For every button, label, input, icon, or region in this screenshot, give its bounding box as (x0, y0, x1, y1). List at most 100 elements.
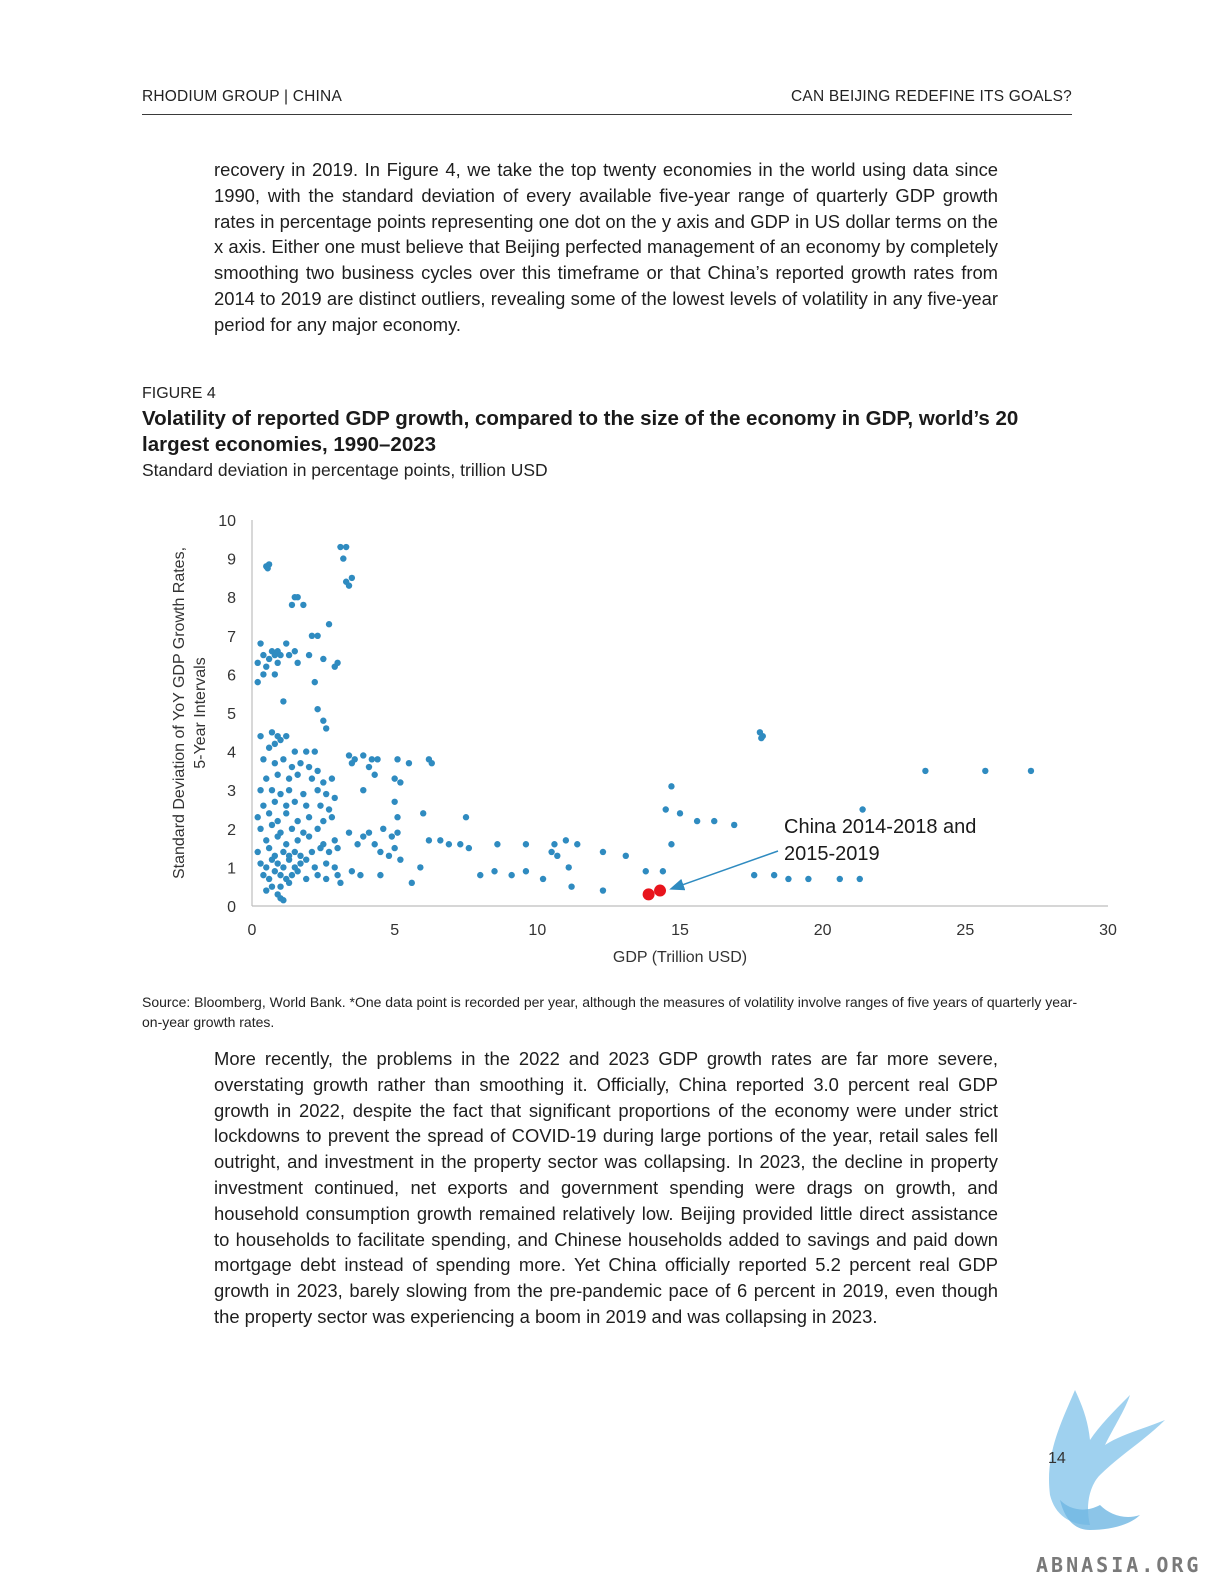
data-point (294, 594, 301, 601)
data-point (277, 651, 284, 659)
data-point (288, 871, 296, 879)
data-point (277, 883, 284, 890)
data-point (294, 771, 301, 778)
chart-annotation: China 2014-2018 and 2015-2019 (669, 816, 976, 891)
data-point (285, 651, 293, 659)
header-right: CAN BEIJING REDEFINE ITS GOALS? (791, 88, 1072, 105)
y-axis-title-line: Standard Deviation of YoY GDP Growth Rat… (171, 547, 188, 879)
data-point (365, 829, 373, 836)
data-point (283, 841, 290, 848)
annotation-arrow (669, 850, 779, 891)
data-point (280, 698, 287, 705)
data-point (280, 864, 287, 871)
y-tick-label: 0 (227, 899, 236, 916)
data-point (283, 640, 290, 647)
chart-axes: 0 5 10 15 20 25 30 0 1 2 3 4 5 6 7 8 9 10 GDP (Trillion US… (171, 513, 1117, 966)
data-point (554, 852, 561, 860)
data-point (288, 601, 296, 609)
data-point (668, 783, 675, 790)
data-point (711, 817, 718, 825)
data-point (391, 775, 398, 782)
data-point (770, 871, 778, 879)
data-point (277, 790, 284, 798)
data-point (574, 841, 581, 848)
data-point (268, 856, 276, 863)
data-point (360, 787, 367, 794)
data-point (280, 756, 287, 763)
data-point (1027, 767, 1035, 775)
data-point (308, 848, 316, 856)
data-point (280, 848, 287, 856)
data-point (257, 640, 264, 647)
data-point (297, 852, 304, 860)
data-point (337, 879, 344, 887)
data-point (345, 752, 353, 759)
data-point (263, 887, 270, 894)
data-point (271, 740, 279, 748)
y-tick-label: 10 (218, 513, 236, 530)
data-point (328, 775, 336, 782)
data-point (377, 848, 384, 856)
data-point (348, 574, 356, 582)
data-point (856, 875, 863, 883)
data-point (280, 897, 287, 904)
data-point (263, 837, 270, 844)
y-tick-label: 4 (227, 745, 236, 762)
data-point (305, 833, 313, 840)
data-point (408, 879, 415, 887)
data-point (642, 868, 649, 875)
data-point (599, 887, 607, 894)
data-point (274, 833, 281, 840)
y-tick-label: 8 (227, 590, 236, 607)
data-point (397, 779, 404, 786)
x-tick-label: 5 (390, 922, 399, 939)
data-point (331, 864, 338, 871)
data-point (539, 875, 547, 883)
data-point (271, 759, 279, 767)
data-point (260, 756, 267, 763)
chart-highlight-points (642, 884, 667, 901)
data-point (568, 883, 575, 890)
data-point (394, 829, 401, 836)
data-point (551, 841, 558, 848)
data-point (294, 817, 301, 825)
data-point (257, 860, 264, 867)
data-point (303, 856, 310, 863)
data-point (263, 864, 270, 871)
data-point (394, 814, 401, 821)
data-point (394, 756, 401, 763)
data-point (254, 678, 261, 686)
data-point (325, 621, 333, 628)
annotation-label: China 2014-2018 and 2015-2019 (784, 816, 976, 865)
y-axis-title-line: 5-Year Intervals (192, 657, 209, 768)
data-point (263, 663, 270, 670)
data-point (548, 848, 555, 856)
y-tick-label: 2 (227, 822, 236, 839)
data-point (437, 837, 444, 844)
data-point (377, 871, 384, 879)
data-point (294, 837, 301, 844)
page-header: RHODIUM GROUP | CHINA CAN BEIJING REDEFI… (142, 88, 1072, 115)
watermark: ABNASIA.ORG (1036, 1553, 1202, 1577)
data-point (303, 748, 310, 755)
data-point (371, 771, 378, 778)
data-point (462, 814, 470, 821)
data-point (322, 875, 330, 883)
y-tick-label: 5 (227, 706, 236, 723)
data-point (317, 844, 324, 852)
data-point (428, 759, 435, 767)
data-point (274, 659, 281, 667)
data-point (562, 837, 570, 844)
data-point (325, 848, 333, 856)
data-point (477, 871, 484, 879)
data-point (836, 875, 843, 883)
y-tick-label: 3 (227, 783, 236, 800)
data-point (291, 798, 298, 805)
data-point (260, 871, 267, 879)
data-point (360, 752, 367, 759)
annotation-label-line: China 2014-2018 and (784, 816, 976, 838)
data-point (314, 825, 321, 832)
figure-source: Source: Bloomberg, World Bank. *One data… (142, 994, 1078, 1030)
data-point (291, 648, 298, 655)
data-point (320, 717, 327, 724)
